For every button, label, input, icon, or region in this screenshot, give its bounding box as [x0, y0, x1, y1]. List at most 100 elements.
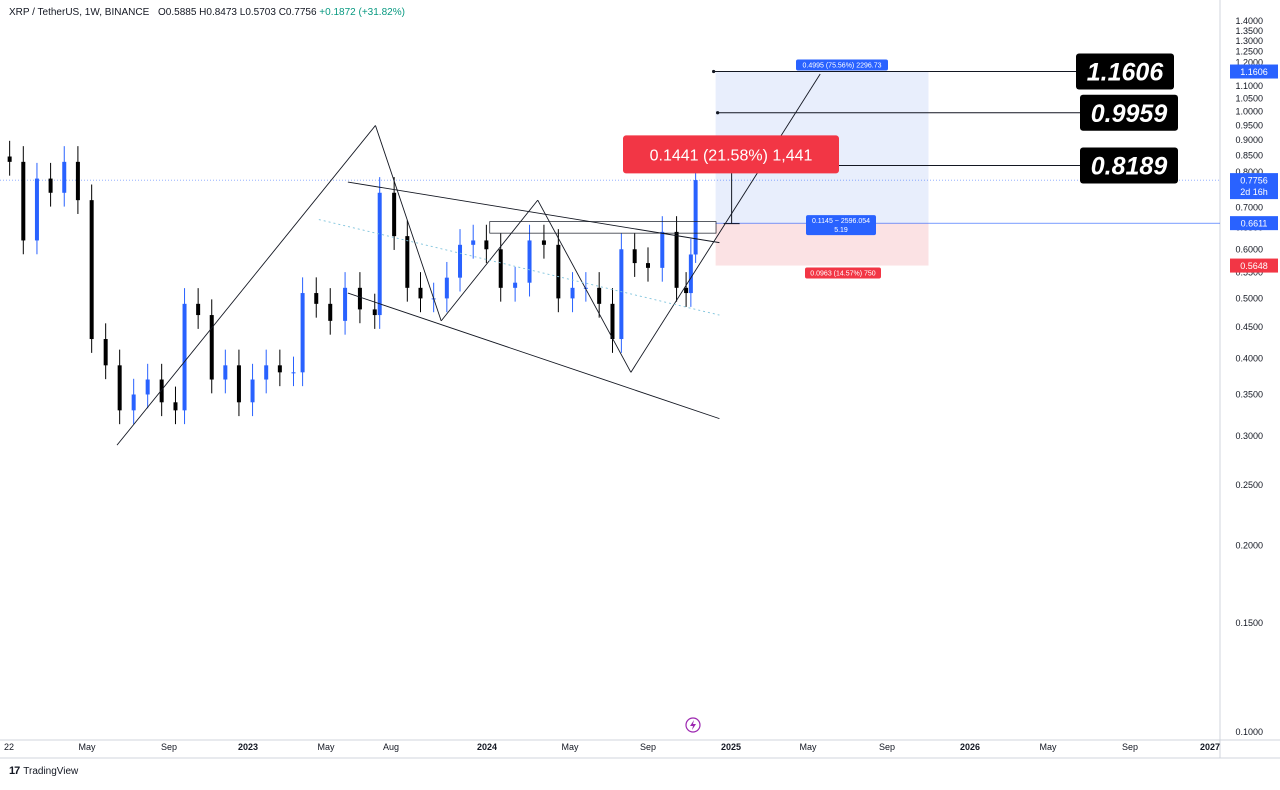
candle-body [75, 161, 80, 201]
time-tick-label: Sep [640, 742, 656, 752]
price-axis: 1.40001.35001.30001.25001.20001.15001.10… [1235, 16, 1263, 737]
time-tick-label: Aug [383, 742, 399, 752]
candle-body [674, 231, 679, 288]
candle-body [223, 365, 228, 380]
candle-body [693, 180, 698, 255]
candle-body [392, 192, 397, 237]
price-tick-label: 0.7000 [1235, 203, 1263, 213]
time-tick-label: May [1039, 742, 1057, 752]
candle-body [264, 365, 269, 380]
time-tick-label: 2027 [1200, 742, 1220, 752]
tradingview-brand[interactable]: 17 TradingView [9, 765, 78, 777]
target-label-text: 0.9959 [1091, 100, 1168, 128]
price-badge-box [1230, 216, 1278, 231]
candle-body [34, 178, 39, 241]
candle-body [610, 303, 615, 340]
time-axis: 22 May Sep 2023 May Aug 2024 May Sep 2025 May Sep 20… [4, 742, 1220, 752]
ohlc-change: +0.1872 (+31.82%) [319, 7, 405, 18]
candle-body [300, 293, 305, 373]
candle-body [471, 240, 476, 245]
candle-body [236, 365, 241, 403]
candle-body [159, 379, 164, 403]
bar-countdown-text: 2d 16h [1240, 187, 1268, 197]
price-tick-label: 0.8500 [1235, 150, 1263, 160]
candles [7, 140, 698, 425]
candle-body [173, 402, 178, 411]
price-tick-label: 1.2000 [1235, 58, 1263, 68]
candle-body [343, 287, 348, 321]
candle-body [291, 372, 296, 374]
price-tick-label: 0.4500 [1235, 322, 1263, 332]
zigzag-down [537, 199, 632, 373]
price-tick-label: 0.6000 [1235, 244, 1263, 254]
price-badge-text: 0.6611 [1241, 219, 1268, 229]
candle-body [570, 287, 575, 299]
candle-body [62, 161, 67, 193]
time-tick-label: 2023 [238, 742, 258, 752]
long-target-label-box [796, 59, 888, 71]
tradingview-logo-icon: 17 [9, 765, 20, 777]
candle-body [619, 249, 624, 340]
price-tick-label: 1.3000 [1235, 36, 1263, 46]
candle-body [541, 240, 546, 245]
price-tick-label: 1.0000 [1235, 107, 1263, 117]
price-tick-label: 1.3500 [1235, 26, 1263, 36]
candle-body [556, 244, 561, 299]
long-entry-label-line1: 0.1145 ~ 2596.054 [812, 218, 870, 225]
candle-body [145, 379, 150, 395]
time-tick-label: May [78, 742, 96, 752]
measure-label-box [623, 135, 839, 174]
candle-body [444, 277, 449, 299]
channel-mid [318, 219, 720, 316]
candle-body [372, 309, 377, 316]
price-badge-text: 1.1606 [1240, 67, 1268, 77]
time-tick-label: May [561, 742, 579, 752]
candle-body [209, 315, 214, 380]
candle-body [377, 192, 382, 316]
resistance-box [489, 221, 717, 234]
price-tick-label: 0.9000 [1235, 135, 1263, 145]
candle-body [684, 287, 689, 294]
symbol-name[interactable]: XRP / TetherUS, 1W, BINANCE [9, 7, 150, 18]
current-price-badge-box [1230, 173, 1278, 200]
candle-body [357, 287, 362, 310]
price-tick-label: 1.2500 [1235, 47, 1263, 57]
candle-body [597, 287, 602, 304]
price-badge-box [1230, 258, 1278, 273]
candle-body [632, 249, 637, 264]
candle-body [196, 303, 201, 316]
candle-body [660, 231, 665, 268]
event-lightning-icon[interactable] [685, 717, 701, 733]
measure-label-text: 0.1441 (21.58%) 1,441 [650, 147, 813, 164]
long-entry-label-line2: 5.19 [834, 227, 848, 234]
price-tick-label: 0.5000 [1235, 293, 1263, 303]
ohlc-open: O0.5885 [158, 7, 197, 18]
target-line-anchor [716, 111, 720, 115]
event-icon-bolt [690, 720, 696, 730]
brand-label: TradingView [23, 765, 79, 777]
ohlc-high: H0.8473 [199, 7, 237, 18]
candle-body [89, 200, 94, 340]
ohlc-close: C0.7756 [278, 7, 317, 18]
price-tick-label: 0.8000 [1235, 167, 1263, 177]
candle-body [527, 240, 532, 283]
long-entry-label-box [806, 215, 876, 236]
price-tick-label: 0.1000 [1235, 727, 1263, 737]
price-tick-label: 0.5500 [1235, 268, 1263, 278]
candle-body [405, 236, 410, 288]
rally-trendline [116, 125, 376, 446]
long-target-label: 0.4995 (75.56%) 2296.73 [802, 63, 881, 70]
candle-body [48, 178, 53, 193]
price-tick-label: 1.4000 [1235, 16, 1263, 26]
time-tick-label: Sep [161, 742, 177, 752]
candle-body [418, 287, 423, 299]
time-tick-label: 2025 [721, 742, 741, 752]
candle-body [21, 161, 26, 241]
price-tick-label: 0.2000 [1235, 540, 1263, 550]
target-line-anchor [712, 69, 716, 74]
candle-body [484, 240, 489, 250]
price-badge-box [1230, 64, 1278, 79]
candle-body [688, 254, 693, 294]
